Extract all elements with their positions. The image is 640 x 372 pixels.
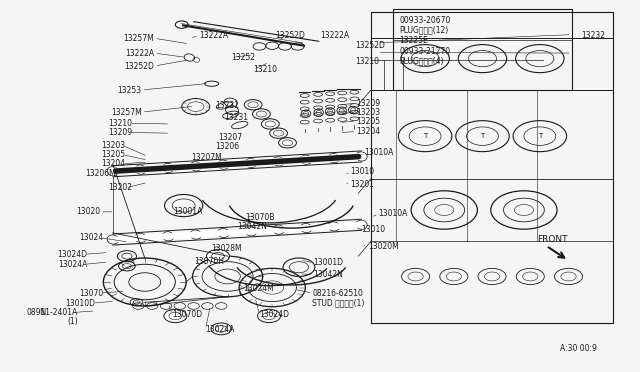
- Text: 13010: 13010: [351, 167, 374, 176]
- Text: 13204: 13204: [356, 127, 380, 136]
- Text: A:30 00:9: A:30 00:9: [560, 344, 597, 353]
- Text: 13010A: 13010A: [379, 209, 408, 218]
- Text: 13028M: 13028M: [212, 244, 243, 253]
- Text: 13203: 13203: [356, 108, 380, 117]
- Text: 13205: 13205: [356, 116, 380, 125]
- Text: 13206: 13206: [215, 142, 239, 151]
- Text: 13024A: 13024A: [58, 260, 88, 269]
- Text: 13210: 13210: [108, 119, 132, 128]
- Text: 13232: 13232: [581, 31, 605, 40]
- Text: STUD スタッド(1): STUD スタッド(1): [312, 299, 365, 308]
- Text: 13210: 13210: [355, 57, 379, 66]
- Text: 13209: 13209: [356, 99, 380, 108]
- Text: 13225E: 13225E: [399, 36, 428, 45]
- Text: 13207M: 13207M: [191, 153, 222, 163]
- Text: 13024: 13024: [79, 233, 103, 242]
- Text: 13202: 13202: [108, 183, 132, 192]
- Text: 08911-2401A: 08911-2401A: [27, 308, 78, 317]
- Text: 13024A: 13024A: [205, 325, 235, 334]
- Text: PLUGプラグ(4): PLUGプラグ(4): [399, 57, 444, 66]
- Text: 13024D: 13024D: [58, 250, 88, 259]
- Text: 08216-62510: 08216-62510: [312, 289, 364, 298]
- Text: 13207: 13207: [218, 133, 242, 142]
- Text: 13205: 13205: [102, 150, 125, 159]
- Text: 13001D: 13001D: [314, 258, 344, 267]
- Text: 13010A: 13010A: [365, 148, 394, 157]
- Text: 13222A: 13222A: [320, 31, 349, 40]
- Text: (1): (1): [67, 317, 78, 326]
- Circle shape: [175, 21, 188, 28]
- Text: 13257M: 13257M: [111, 108, 141, 117]
- Text: 13024D: 13024D: [259, 310, 289, 319]
- Circle shape: [207, 250, 230, 263]
- Text: 00933-20670: 00933-20670: [399, 16, 451, 25]
- Text: 13010: 13010: [362, 225, 385, 234]
- Text: 13024M: 13024M: [244, 284, 275, 293]
- Text: PLUGプラグ(12): PLUGプラグ(12): [399, 26, 449, 35]
- Text: 13252: 13252: [231, 53, 255, 62]
- Text: 13222A: 13222A: [199, 31, 228, 40]
- Text: 13252D: 13252D: [124, 61, 154, 71]
- Text: 13201: 13201: [351, 180, 374, 189]
- Text: T: T: [538, 133, 542, 139]
- Text: 13020: 13020: [76, 207, 100, 217]
- Text: 13001A: 13001A: [173, 207, 203, 217]
- Text: 13042N: 13042N: [314, 270, 344, 279]
- Text: 13203: 13203: [102, 141, 125, 150]
- Text: 13204: 13204: [102, 159, 125, 169]
- Text: 13042N: 13042N: [237, 222, 267, 231]
- Text: 13070: 13070: [79, 289, 103, 298]
- Text: 00933-21270: 00933-21270: [399, 47, 451, 56]
- Text: N: N: [40, 308, 46, 317]
- Text: 13222A: 13222A: [125, 49, 154, 58]
- Text: FRONT: FRONT: [537, 235, 567, 244]
- Bar: [394, 9, 572, 90]
- Text: 13070D: 13070D: [172, 310, 202, 319]
- Text: 13020M: 13020M: [368, 242, 399, 251]
- Text: 13231: 13231: [215, 101, 239, 110]
- Text: 13210: 13210: [253, 65, 277, 74]
- Text: 13206M: 13206M: [85, 169, 116, 177]
- Text: 13253: 13253: [118, 86, 141, 94]
- Text: 13257M: 13257M: [124, 34, 154, 43]
- Text: T: T: [423, 133, 428, 139]
- Text: 13010D: 13010D: [66, 299, 96, 308]
- Text: 13070H: 13070H: [194, 257, 224, 266]
- Text: 13070B: 13070B: [245, 213, 274, 222]
- Text: 13231: 13231: [225, 113, 248, 122]
- Text: T: T: [481, 133, 484, 139]
- Text: 13209: 13209: [108, 128, 132, 137]
- Text: 13252D: 13252D: [355, 41, 385, 50]
- Text: 13252D: 13252D: [275, 31, 305, 40]
